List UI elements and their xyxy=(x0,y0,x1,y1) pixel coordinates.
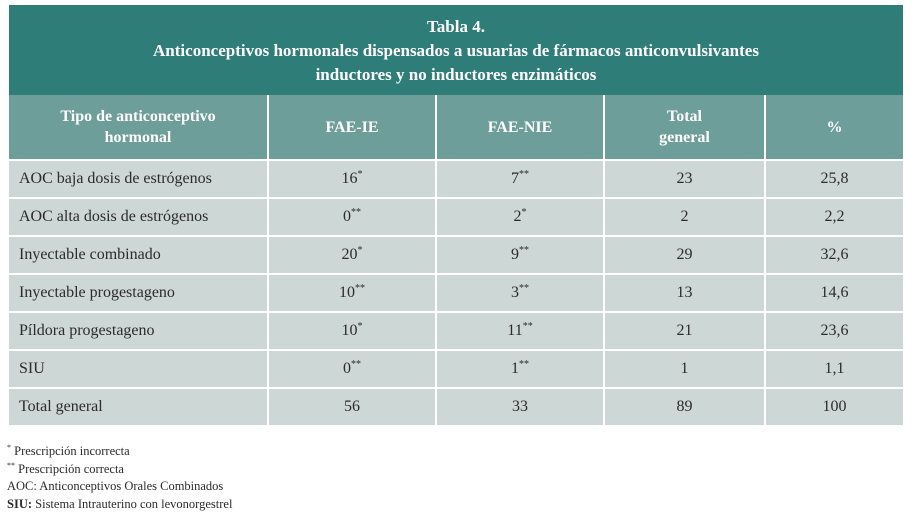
header-total: Total general xyxy=(604,95,766,160)
cell-fae-nie: 33 xyxy=(436,387,605,425)
mark: ** xyxy=(519,245,529,256)
footnote-abbr: SIU: xyxy=(7,496,33,511)
cell-fae-ie: 10* xyxy=(268,311,437,350)
header-total-line-1: Total xyxy=(667,108,702,125)
cell-fae-ie: 56 xyxy=(268,387,437,425)
cell-fae-nie: 3** xyxy=(436,273,605,312)
table-row: SIU 0** 1** 1 1,1 xyxy=(9,349,903,388)
cell-fae-ie: 10** xyxy=(268,273,437,312)
value: 33 xyxy=(512,398,528,415)
mark: * xyxy=(357,321,363,332)
data-table-container: Tabla 4. Anticonceptivos hormonales disp… xyxy=(9,5,903,425)
value: 2 xyxy=(513,208,522,225)
cell-fae-ie: 20* xyxy=(268,235,437,274)
value: 10 xyxy=(341,322,358,339)
table-title: Tabla 4. Anticonceptivos hormonales disp… xyxy=(9,5,903,95)
mark: ** xyxy=(355,283,365,294)
header-fae-nie: FAE-NIE xyxy=(436,95,605,160)
table-title-number: Tabla 4. xyxy=(427,17,485,36)
row-label: Píldora progestageno xyxy=(9,311,269,350)
footnote-mark: ** xyxy=(7,460,15,470)
row-label: Total general xyxy=(9,387,269,425)
table-row: Inyectable progestageno 10** 3** 13 14,6 xyxy=(9,273,903,312)
table-title-line-2: inductores y no inductores enzimáticos xyxy=(315,65,597,84)
footnote-text: Prescripción incorrecta xyxy=(11,444,130,458)
cell-total: 23 xyxy=(604,159,766,198)
mark: ** xyxy=(519,359,529,370)
mark: ** xyxy=(351,207,361,218)
table-title-line-1: Anticonceptivos hormonales dispensados a… xyxy=(153,41,759,60)
header-fae-ie: FAE-IE xyxy=(268,95,437,160)
header-tipo-line-2: hormonal xyxy=(104,129,172,146)
table-row: AOC alta dosis de estrógenos 0** 2* 2 2,… xyxy=(9,197,903,236)
footnote-text: Sistema Intrauterino con levonorgestrel xyxy=(32,496,233,511)
row-label: AOC alta dosis de estrógenos xyxy=(9,197,269,236)
cell-percent: 32,6 xyxy=(765,235,903,274)
value: 16 xyxy=(341,170,358,187)
cell-percent: 100 xyxy=(765,387,903,425)
footnotes: * Prescripción incorrecta ** Prescripció… xyxy=(7,443,232,513)
cell-fae-nie: 11** xyxy=(436,311,605,350)
cell-total: 13 xyxy=(604,273,766,312)
mark: * xyxy=(357,245,363,256)
value: 11 xyxy=(507,322,523,339)
mark: ** xyxy=(519,283,529,294)
cell-percent: 14,6 xyxy=(765,273,903,312)
footnote-correct: ** Prescripción correcta xyxy=(7,461,232,479)
cell-total: 29 xyxy=(604,235,766,274)
table-row: Inyectable combinado 20* 9** 29 32,6 xyxy=(9,235,903,274)
cell-fae-ie: 16* xyxy=(268,159,437,198)
table-header-row: Tipo de anticonceptivo hormonal FAE-IE F… xyxy=(9,95,903,160)
mark: * xyxy=(357,169,363,180)
cell-total: 21 xyxy=(604,311,766,350)
value: 9 xyxy=(511,246,519,263)
cell-percent: 25,8 xyxy=(765,159,903,198)
cell-total: 1 xyxy=(604,349,766,388)
value: 0 xyxy=(343,208,351,225)
footnote-siu: SIU: Sistema Intrauterino con levonorges… xyxy=(7,496,232,514)
footnote-incorrect: * Prescripción incorrecta xyxy=(7,443,232,461)
value: 20 xyxy=(341,246,358,263)
footnote-text: Prescripción correcta xyxy=(15,461,124,476)
value: 3 xyxy=(511,284,519,301)
mark: ** xyxy=(519,169,529,180)
cell-percent: 23,6 xyxy=(765,311,903,350)
mark: ** xyxy=(351,359,361,370)
table-row: AOC baja dosis de estrógenos 16* 7** 23 … xyxy=(9,159,903,198)
value: 1 xyxy=(511,360,519,377)
table-row-total: Total general 56 33 89 100 xyxy=(9,387,903,425)
cell-percent: 2,2 xyxy=(765,197,903,236)
value: 10 xyxy=(339,284,355,301)
cell-total: 2 xyxy=(604,197,766,236)
row-label: Inyectable combinado xyxy=(9,235,269,274)
mark: * xyxy=(521,207,527,218)
cell-fae-ie: 0** xyxy=(268,349,437,388)
header-tipo-line-1: Tipo de anticonceptivo xyxy=(60,108,216,125)
cell-fae-nie: 2* xyxy=(436,197,605,236)
row-label: SIU xyxy=(9,349,269,388)
header-total-line-2: general xyxy=(659,129,710,146)
row-label: Inyectable progestageno xyxy=(9,273,269,312)
header-percent: % xyxy=(765,95,903,160)
cell-fae-nie: 9** xyxy=(436,235,605,274)
cell-fae-ie: 0** xyxy=(268,197,437,236)
cell-fae-nie: 7** xyxy=(436,159,605,198)
cell-total: 89 xyxy=(604,387,766,425)
footnote-mark: * xyxy=(7,443,11,452)
table-row: Píldora progestageno 10* 11** 21 23,6 xyxy=(9,311,903,350)
cell-percent: 1,1 xyxy=(765,349,903,388)
row-label: AOC baja dosis de estrógenos xyxy=(9,159,269,198)
footnote-aoc: AOC: Anticonceptivos Orales Combinados xyxy=(7,479,224,493)
contraceptive-table: Tipo de anticonceptivo hormonal FAE-IE F… xyxy=(9,95,903,425)
mark: ** xyxy=(522,321,533,332)
cell-fae-nie: 1** xyxy=(436,349,605,388)
value: 56 xyxy=(344,398,360,415)
value: 7 xyxy=(511,170,519,187)
header-tipo: Tipo de anticonceptivo hormonal xyxy=(9,95,269,160)
value: 0 xyxy=(343,360,351,377)
